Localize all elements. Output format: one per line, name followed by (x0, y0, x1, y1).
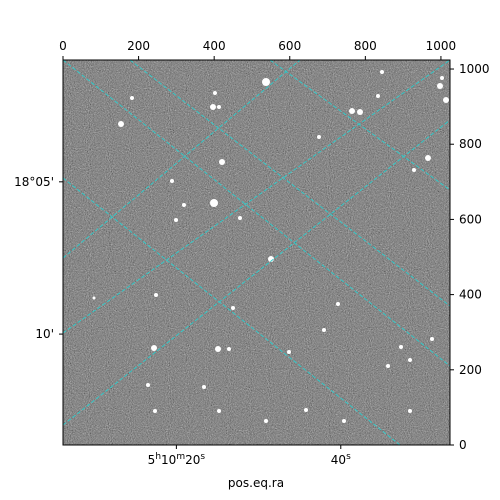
stars-layer (92, 70, 449, 423)
star-26 (151, 345, 157, 351)
star-7 (349, 108, 355, 114)
star-4 (118, 121, 124, 127)
star-34 (408, 358, 412, 362)
grid-line-5 (63, 60, 301, 259)
dec-tick-label-1: 10' (35, 327, 54, 341)
star-20 (174, 218, 178, 222)
plot-frame (62, 59, 451, 446)
right-tick-label-0: 0 (459, 438, 467, 452)
star-30 (336, 302, 340, 306)
grid-line-2 (129, 60, 450, 307)
star-16 (210, 199, 218, 207)
grid-line-3 (269, 60, 450, 191)
star-31 (322, 328, 326, 332)
star-19 (182, 203, 186, 207)
star-9 (380, 70, 384, 74)
star-13 (437, 83, 443, 89)
right-tick-label-5: 1000 (459, 62, 490, 76)
right-tick-label-1: 200 (459, 363, 482, 377)
right-tick-label-2: 400 (459, 288, 482, 302)
right-tick-label-3: 600 (459, 212, 482, 226)
star-12 (425, 155, 431, 161)
star-35 (386, 364, 390, 368)
top-tick-label-0: 0 (59, 39, 67, 53)
star-28 (227, 347, 231, 351)
star-37 (202, 385, 206, 389)
star-0 (262, 78, 270, 86)
star-18 (170, 179, 174, 183)
star-3 (217, 105, 221, 109)
star-11 (412, 168, 416, 172)
grid-line-6 (63, 60, 450, 334)
star-15 (443, 97, 449, 103)
ra-tick-label-0: 5h10m20s (148, 452, 206, 467)
right-tick-label-4: 800 (459, 137, 482, 151)
star-39 (217, 409, 221, 413)
sky-image (63, 60, 450, 445)
axes: 0 200 400 600 800 1000 0 200 400 600 800 1000 18°05'… (14, 39, 489, 467)
star-14 (440, 76, 444, 80)
dec-tick-label-0: 18°05' (14, 175, 54, 189)
star-2 (210, 104, 216, 110)
top-tick-label-5: 1000 (426, 39, 457, 53)
star-29 (287, 350, 291, 354)
star-40 (304, 408, 308, 412)
star-43 (264, 419, 268, 423)
star-1 (213, 91, 217, 95)
star-17 (219, 159, 225, 165)
x-axis-label: pos.eq.ra (228, 476, 284, 490)
top-tick-label-2: 400 (203, 39, 226, 53)
star-38 (153, 409, 157, 413)
top-tick-label-1: 200 (127, 39, 150, 53)
star-10 (376, 94, 380, 98)
star-41 (342, 419, 346, 423)
star-32 (430, 337, 434, 341)
grid-line-4 (63, 119, 450, 426)
star-21 (238, 216, 242, 220)
star-6 (317, 135, 321, 139)
star-5 (130, 96, 134, 100)
star-33 (399, 345, 403, 349)
star-23 (231, 306, 235, 310)
star-24 (154, 293, 158, 297)
star-25 (92, 296, 96, 300)
top-tick-label-3: 600 (278, 39, 301, 53)
ra-tick-label-1: 40s (331, 452, 351, 467)
star-8 (357, 109, 363, 115)
star-36 (146, 383, 150, 387)
coordinate-grid (63, 60, 450, 445)
star-42 (408, 409, 412, 413)
top-tick-label-4: 800 (354, 39, 377, 53)
grid-line-1 (63, 60, 450, 367)
star-27 (215, 346, 221, 352)
